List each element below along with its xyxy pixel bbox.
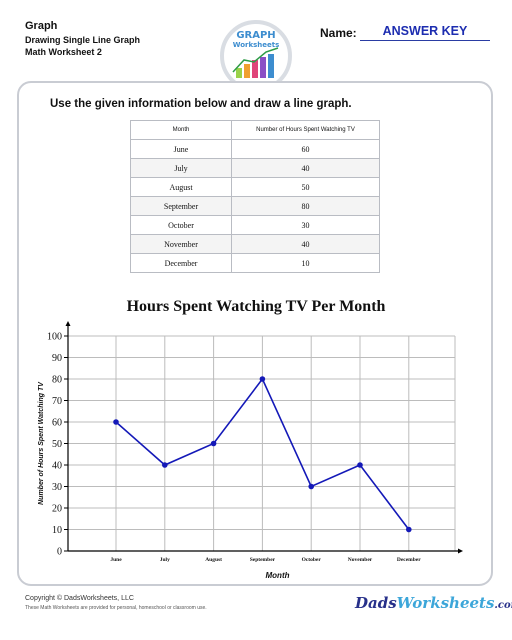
table-cell-hours: 80 bbox=[231, 196, 380, 216]
y-tick-label: 90 bbox=[52, 353, 62, 364]
y-axis-label: Number of Hours Spent Watching TV bbox=[38, 381, 45, 505]
copyright-text: Copyright © DadsWorksheets, LLC bbox=[25, 595, 134, 602]
data-point bbox=[113, 419, 119, 425]
y-tick-label: 80 bbox=[52, 375, 62, 386]
y-tick-label: 70 bbox=[52, 396, 62, 407]
y-axis-arrow-icon bbox=[65, 321, 71, 326]
chart-title: Hours Spent Watching TV Per Month bbox=[126, 298, 386, 315]
x-tick-label: June bbox=[110, 557, 122, 563]
name-underline bbox=[360, 40, 490, 41]
logo-text-worksheets: Worksheets bbox=[232, 41, 280, 49]
logo-text-graph: GRAPH bbox=[236, 30, 276, 41]
x-tick-label: November bbox=[348, 557, 373, 563]
y-tick-label: 10 bbox=[52, 525, 62, 536]
dadsworksheets-logo: DadsWorksheets.com bbox=[355, 594, 512, 612]
data-point bbox=[162, 462, 168, 468]
table-row: September 80 bbox=[130, 196, 380, 216]
name-label: Name: bbox=[320, 26, 357, 40]
x-tick-label: December bbox=[397, 557, 421, 563]
brand-part-dads: Dads bbox=[355, 594, 397, 612]
y-tick-label: 20 bbox=[52, 504, 62, 515]
brand-part-com: .com bbox=[494, 600, 512, 611]
y-tick-label: 30 bbox=[52, 482, 62, 493]
data-point bbox=[308, 483, 315, 490]
instruction-text: Use the given information below and draw… bbox=[50, 98, 352, 110]
usage-note: These Math Worksheets are provided for p… bbox=[25, 605, 207, 611]
data-point bbox=[210, 440, 217, 447]
table-cell-hours: 40 bbox=[231, 158, 380, 178]
table-row: August 50 bbox=[130, 177, 380, 197]
x-tick-label: September bbox=[250, 557, 276, 563]
x-axis-label: Month bbox=[266, 571, 290, 580]
y-tick-label: 40 bbox=[52, 461, 62, 472]
table-cell-hours: 40 bbox=[231, 234, 380, 254]
table-row: December 10 bbox=[130, 253, 380, 273]
table-row: July 40 bbox=[130, 158, 380, 178]
table-header-row: Month Number of Hours Spent Watching TV bbox=[130, 120, 380, 140]
x-tick-label: October bbox=[302, 557, 322, 563]
data-point bbox=[259, 376, 266, 382]
y-tick-label: 50 bbox=[52, 439, 62, 450]
brand-part-worksheets: Worksheets bbox=[396, 594, 495, 612]
table-cell-month: July bbox=[130, 158, 232, 178]
y-tick-label: 0 bbox=[57, 547, 62, 558]
answer-key-text: ANSWER KEY bbox=[382, 24, 468, 38]
data-point bbox=[357, 462, 363, 468]
data-table: Month Number of Hours Spent Watching TV … bbox=[130, 120, 380, 273]
table-cell-hours: 10 bbox=[231, 253, 380, 273]
x-tick-label: August bbox=[205, 557, 222, 563]
data-point bbox=[406, 526, 412, 533]
worksheet-title: Graph bbox=[25, 20, 58, 32]
worksheet-number: Math Worksheet 2 bbox=[25, 47, 102, 57]
logo-bars-icon bbox=[232, 47, 279, 78]
table-row: November 40 bbox=[130, 234, 380, 254]
x-axis-arrow-icon bbox=[458, 548, 463, 554]
worksheet-subtitle: Drawing Single Line Graph bbox=[25, 35, 141, 45]
y-tick-label: 100 bbox=[47, 332, 62, 343]
x-tick-label: July bbox=[160, 557, 170, 563]
y-tick-label: 60 bbox=[52, 418, 62, 429]
